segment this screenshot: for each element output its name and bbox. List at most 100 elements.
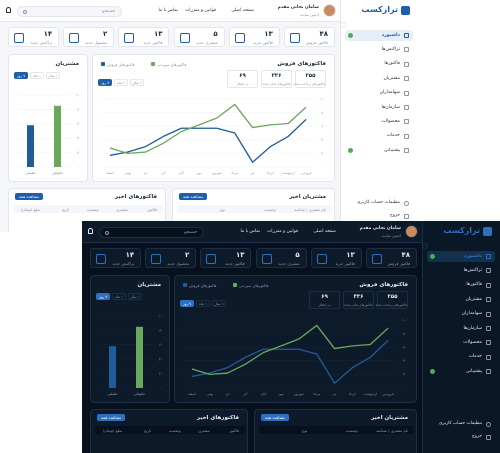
nav-link[interactable]: صفحه اصلی — [313, 229, 336, 234]
filter-button[interactable]: ۱ ماه — [114, 79, 128, 86]
menu-item[interactable]: خدمات — [427, 352, 495, 363]
y-tick-label: ۴۰ — [403, 359, 407, 363]
filter-button[interactable]: ۱ سال — [212, 300, 226, 307]
search-box[interactable]: جستجو — [99, 226, 204, 238]
menu-icon — [486, 326, 491, 331]
legend-item: فاکتورهای سپردنی — [233, 282, 281, 288]
y-tick-label: ۰ — [404, 386, 406, 390]
menu-item[interactable]: مشتریان — [427, 294, 495, 305]
x-tick-label: اردیبهشت — [364, 392, 377, 396]
legend-swatch — [151, 62, 155, 66]
filter-button[interactable]: ۷ روز — [180, 300, 194, 307]
menu-label: سازمان‌ها — [381, 104, 400, 110]
menu-icon — [486, 297, 491, 303]
menu-icon — [404, 90, 409, 96]
top-bar: جستجو صفحه اصلی قوانین و مقررات تماس با ما س… — [0, 0, 340, 22]
stat-card: ۲ محصول جدید — [63, 27, 115, 47]
nav-link[interactable]: تماس با ما — [240, 229, 261, 234]
stat-label: فاکتور خرید — [335, 260, 355, 266]
table-column-header: نام مشتری / شناسه — [376, 427, 408, 433]
filter-button[interactable]: ۱ سال — [130, 79, 144, 86]
filter-button[interactable]: ۱ سال — [128, 293, 142, 300]
menu-icon — [486, 340, 491, 346]
search-placeholder: جستجو — [184, 230, 197, 235]
view-all-button[interactable]: مشاهده همه — [179, 193, 208, 200]
stat-value: ۱۳ — [264, 30, 273, 38]
x-tick-label: حقیقی — [107, 391, 119, 396]
stat-label: فاکتور فروش — [305, 39, 328, 45]
menu-item[interactable]: محصولات — [345, 116, 413, 127]
filter-button[interactable]: ۷ روز — [98, 79, 112, 86]
menu-item[interactable]: سهامداران — [427, 309, 495, 320]
menu-item[interactable]: خدمات — [345, 131, 413, 142]
menu-item[interactable]: داشبورد — [427, 251, 495, 262]
legend-swatch — [101, 62, 105, 66]
settings-link[interactable]: تنظیمات حساب کاربری — [427, 419, 495, 429]
nav-link[interactable]: صفحه اصلی — [231, 8, 254, 13]
menu-item[interactable]: سازمان‌ها — [427, 323, 495, 334]
legend-label: فاکتورهای سپردنی — [239, 282, 269, 288]
menu-label: محصولات — [381, 118, 400, 124]
menu-item[interactable]: پشتیبانی — [427, 366, 495, 377]
menu-label: داشبورد — [381, 32, 400, 38]
nav-link[interactable]: قوانین و مقررات — [185, 8, 216, 13]
settings-link[interactable]: تنظیمات حساب کاربری — [345, 198, 413, 208]
menu-item[interactable]: پشتیبانی — [345, 145, 413, 156]
stat-label: مشتری جدید — [196, 39, 218, 45]
menu-item[interactable]: سهامداران — [345, 88, 413, 99]
menu-item[interactable]: سازمان‌ها — [345, 102, 413, 113]
chart-title: مشتریان — [55, 61, 80, 67]
logout-link[interactable]: خروج — [345, 211, 413, 221]
line-series — [109, 118, 307, 163]
logout-link[interactable]: خروج — [427, 432, 495, 442]
menu-item[interactable]: تراکنش‌ها — [345, 44, 413, 55]
menu-icon — [404, 76, 409, 82]
filter-button[interactable]: ۱ ماه — [30, 72, 44, 79]
filter-button[interactable]: ۷ روز — [14, 72, 28, 79]
stat-icon — [69, 33, 80, 43]
y-tick-label: ۸۰ — [77, 108, 81, 112]
search-box[interactable]: جستجو — [17, 5, 122, 17]
table-column-header: وضعیت — [86, 206, 99, 212]
menu-item[interactable]: فاکتورها — [345, 59, 413, 70]
menu-item[interactable]: محصولات — [427, 337, 495, 348]
table-panel: فاکتورهای اخیر مشاهده همه فاکتور مشتری وضعیت… — [90, 409, 248, 453]
legend-label: فاکتورهای فروش — [107, 61, 135, 67]
view-all-button[interactable]: مشاهده همه — [15, 193, 44, 200]
view-all-button[interactable]: مشاهده همه — [261, 414, 290, 421]
menu-label: سهامداران — [379, 90, 400, 96]
x-tick-label: حقوقی — [52, 170, 64, 175]
collapse-button[interactable] — [422, 243, 428, 249]
menu-item[interactable]: مشتریان — [345, 73, 413, 84]
nav-link[interactable]: تماس با ما — [158, 8, 179, 13]
nav-link[interactable]: قوانین و مقررات — [267, 229, 298, 234]
x-tick-label: خرداد — [267, 171, 274, 175]
notification-button[interactable] — [6, 7, 11, 13]
avatar[interactable] — [405, 225, 418, 238]
avatar[interactable] — [323, 4, 336, 17]
y-tick-label: ۶۰ — [321, 125, 325, 129]
filter-button[interactable]: ۷ روز — [96, 293, 110, 300]
y-tick-label: ۱۰۰ — [320, 97, 326, 101]
summary-box: ۶۹ در انتظار — [227, 70, 258, 88]
menu-item[interactable]: فاکتورها — [427, 280, 495, 291]
stat-card: ۱۳ فاکتور خرید — [310, 248, 362, 268]
settings-label: تنظیمات حساب کاربری — [438, 421, 482, 426]
notification-button[interactable] — [88, 228, 93, 234]
filter-button[interactable]: ۱ ماه — [196, 300, 210, 307]
view-all-button[interactable]: مشاهده همه — [97, 414, 126, 421]
filter-button[interactable]: ۱ سال — [46, 72, 60, 79]
menu-item[interactable]: داشبورد — [345, 30, 413, 41]
summary-label: فاکتورهای پرداخت شده — [375, 302, 407, 307]
stat-icon — [151, 254, 162, 264]
table-title: مشتریان اخیر — [289, 194, 326, 200]
x-tick-label: دی — [226, 392, 230, 396]
menu-icon — [486, 282, 491, 288]
chart-title: فاکتورهای فروش — [277, 61, 326, 67]
summary-value: ۳۳۶ — [353, 294, 364, 300]
menu-item[interactable]: تراکنش‌ها — [427, 265, 495, 276]
stat-card: ۴۸ فاکتور فروش — [283, 27, 335, 47]
filter-button[interactable]: ۱ ماه — [112, 293, 126, 300]
x-tick-label: تیر — [250, 171, 255, 175]
collapse-button[interactable] — [340, 22, 346, 28]
